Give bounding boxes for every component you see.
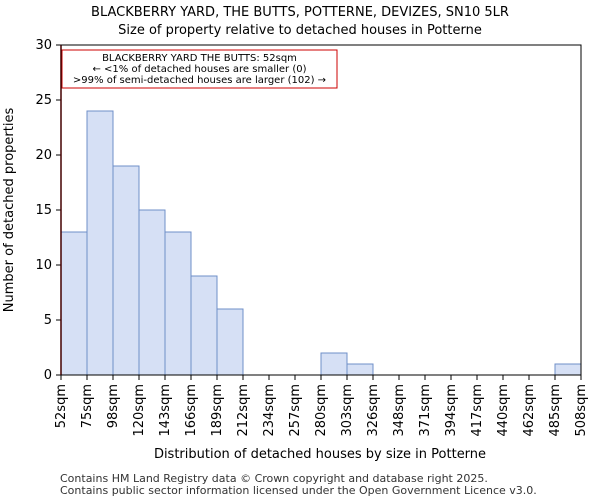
y-tick-label: 5 bbox=[44, 313, 52, 328]
x-tick-label: 508sqm bbox=[574, 384, 589, 437]
x-tick-label: 485sqm bbox=[548, 384, 563, 437]
x-tick-label: 75sqm bbox=[80, 384, 95, 428]
annotation-line-2: ← <1% of detached houses are smaller (0) bbox=[93, 64, 307, 75]
y-axis-label: Number of detached properties bbox=[2, 108, 17, 313]
plot-border bbox=[60, 44, 582, 376]
x-tick-label: 257sqm bbox=[288, 384, 303, 437]
x-tick-label: 189sqm bbox=[210, 384, 225, 437]
x-tick-label: 348sqm bbox=[392, 384, 407, 437]
x-tick-label: 371sqm bbox=[418, 384, 433, 437]
x-tick-label: 143sqm bbox=[158, 384, 173, 437]
chart-title: BLACKBERRY YARD, THE BUTTS, POTTERNE, DE… bbox=[91, 5, 509, 20]
annotation-border bbox=[61, 49, 338, 89]
x-tick-label: 440sqm bbox=[496, 384, 511, 437]
bar-485sqm bbox=[554, 363, 582, 376]
y-tick-label: 30 bbox=[35, 38, 52, 53]
bar-280sqm bbox=[320, 352, 348, 376]
bar-143sqm bbox=[164, 231, 192, 376]
x-tick-label: 326sqm bbox=[366, 384, 381, 437]
plot-frame bbox=[60, 44, 582, 376]
x-tick-label: 234sqm bbox=[262, 384, 277, 437]
x-tick-label: 212sqm bbox=[236, 384, 251, 437]
annotation-line-3: >99% of semi-detached houses are larger … bbox=[73, 75, 326, 86]
bar-303sqm bbox=[346, 363, 374, 376]
y-tick-label: 20 bbox=[35, 148, 52, 163]
x-tick-label: 394sqm bbox=[444, 384, 459, 437]
x-tick-label: 280sqm bbox=[314, 384, 329, 437]
bar-52sqm bbox=[60, 231, 88, 376]
y-ticks-group: 0 5 10 15 20 25 30 bbox=[35, 38, 61, 383]
x-tick-label: 303sqm bbox=[340, 384, 355, 437]
y-tick-label: 25 bbox=[35, 93, 52, 108]
bars-group bbox=[60, 110, 582, 376]
x-tick-label: 462sqm bbox=[522, 384, 537, 437]
chart-subtitle: Size of property relative to detached ho… bbox=[118, 23, 482, 38]
x-tick-label: 417sqm bbox=[470, 384, 485, 437]
bar-120sqm bbox=[138, 209, 166, 376]
x-axis-label: Distribution of detached houses by size … bbox=[154, 447, 486, 462]
bar-75sqm bbox=[86, 110, 114, 376]
annotation-line-1: BLACKBERRY YARD THE BUTTS: 52sqm bbox=[102, 53, 297, 64]
footer-line-2: Contains public sector information licen… bbox=[60, 484, 537, 497]
x-tick-label: 52sqm bbox=[54, 384, 69, 428]
x-tick-label: 120sqm bbox=[132, 384, 147, 437]
footer-line-1: Contains HM Land Registry data © Crown c… bbox=[60, 472, 488, 485]
y-tick-label: 15 bbox=[35, 203, 52, 218]
bar-189sqm bbox=[216, 308, 244, 376]
x-ticks-group: 52sqm 75sqm 98sqm 120sqm 143sqm 166sqm 189sqm 2… bbox=[54, 375, 589, 437]
x-tick-label: 166sqm bbox=[184, 384, 199, 437]
x-tick-label: 98sqm bbox=[106, 384, 121, 428]
bar-166sqm bbox=[190, 275, 218, 376]
y-tick-label: 0 bbox=[44, 368, 52, 383]
bar-98sqm bbox=[112, 165, 140, 376]
annotation-box: BLACKBERRY YARD THE BUTTS: 52sqm ← <1% o… bbox=[61, 49, 338, 89]
y-tick-label: 10 bbox=[35, 258, 52, 273]
